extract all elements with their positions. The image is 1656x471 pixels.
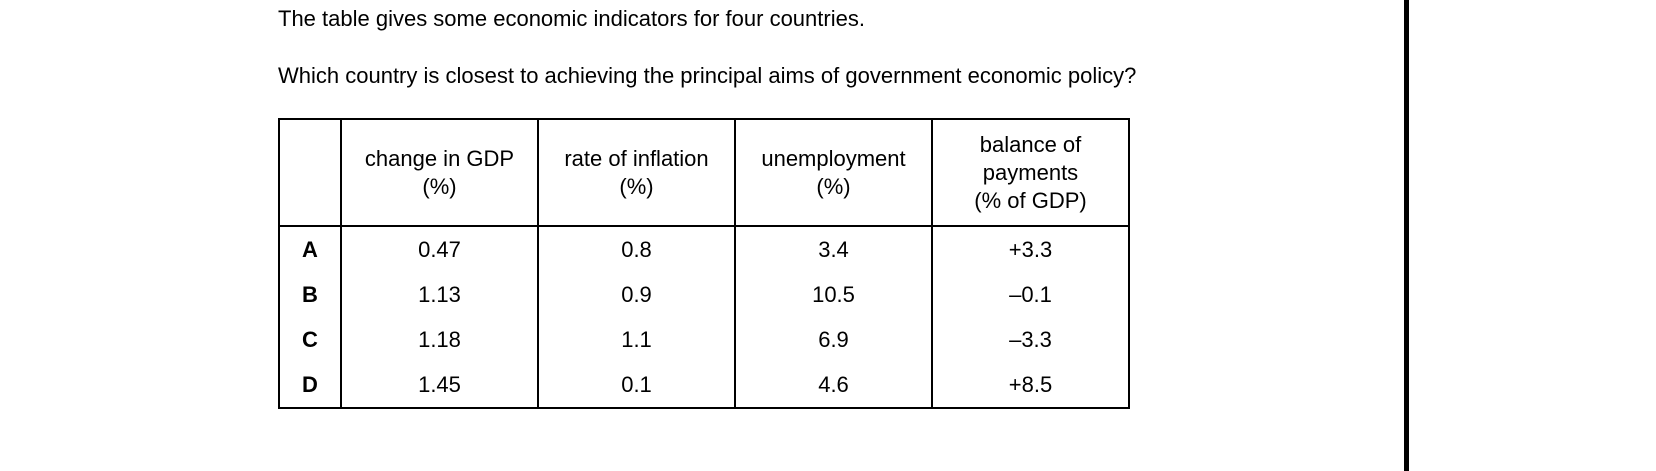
data-cell: 1.18 xyxy=(340,317,539,362)
data-cell: 1.13 xyxy=(340,272,539,317)
data-cell: 0.47 xyxy=(340,226,539,272)
data-cell: –0.1 xyxy=(931,272,1130,317)
data-cell: –3.3 xyxy=(931,317,1130,362)
corner-cell xyxy=(278,118,342,227)
header-cell: balance of payments (% of GDP) xyxy=(931,118,1130,227)
header-cell: change in GDP (%) xyxy=(340,118,539,227)
data-row: C 1.18 1.1 6.9 –3.3 xyxy=(278,317,1130,362)
row-label: C xyxy=(278,317,342,362)
header-line: balance of xyxy=(979,131,1082,157)
page-edge xyxy=(1404,0,1409,471)
data-row: A 0.47 0.8 3.4 +3.3 xyxy=(278,226,1130,272)
data-cell: +3.3 xyxy=(931,226,1130,272)
row-label: A xyxy=(278,226,342,272)
data-row: D 1.45 0.1 4.6 +8.5 xyxy=(278,362,1130,409)
data-cell: 6.9 xyxy=(734,317,933,362)
row-label: B xyxy=(278,272,342,317)
header-cell: unemployment (%) xyxy=(734,118,933,227)
data-cell: 0.9 xyxy=(537,272,736,317)
header-line: (%) xyxy=(619,173,654,199)
indicator-table: change in GDP (%) rate of inflation (%) unem… xyxy=(278,118,1130,409)
data-cell: 3.4 xyxy=(734,226,933,272)
header-line: unemployment xyxy=(761,145,906,171)
data-cell: 1.1 xyxy=(537,317,736,362)
data-cell: 0.8 xyxy=(537,226,736,272)
data-cell: 10.5 xyxy=(734,272,933,317)
data-cell: 4.6 xyxy=(734,362,933,409)
row-label: D xyxy=(278,362,342,409)
header-line: payments xyxy=(982,159,1079,185)
header-line: (%) xyxy=(816,173,851,199)
header-line: (%) xyxy=(422,173,457,199)
header-line: (% of GDP) xyxy=(974,187,1087,213)
intro-text: The table gives some economic indicators… xyxy=(278,6,865,31)
table-head: change in GDP (%) rate of inflation (%) unem… xyxy=(278,118,1130,227)
header-cell: rate of inflation (%) xyxy=(537,118,736,227)
data-row: B 1.13 0.9 10.5 –0.1 xyxy=(278,272,1130,317)
question-text: Which country is closest to achieving th… xyxy=(278,63,1137,88)
header-line: rate of inflation xyxy=(564,145,709,171)
header-row: change in GDP (%) rate of inflation (%) unem… xyxy=(278,118,1130,227)
data-cell: +8.5 xyxy=(931,362,1130,409)
header-line: change in GDP xyxy=(364,145,515,171)
table-body: A 0.47 0.8 3.4 +3.3 B 1.13 0.9 10.5 –0.1 C 1.18 1.1 6… xyxy=(278,226,1130,409)
data-cell: 1.45 xyxy=(340,362,539,409)
data-cell: 0.1 xyxy=(537,362,736,409)
